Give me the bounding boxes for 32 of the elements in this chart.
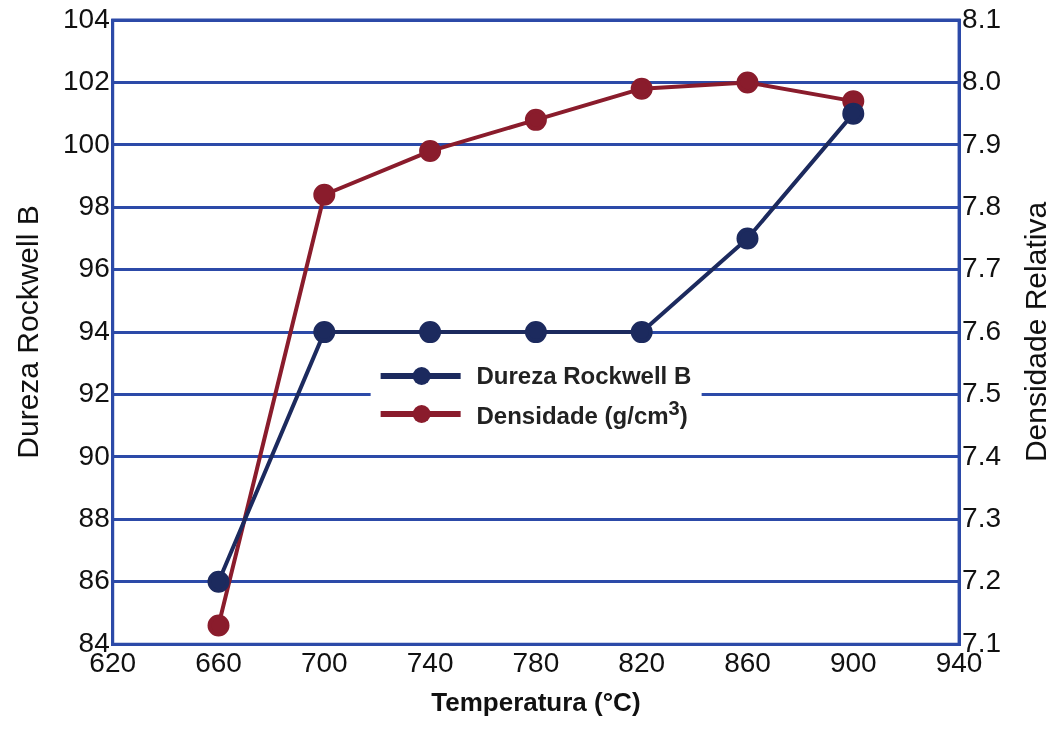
y-tick-label: 96 [78, 252, 110, 284]
y-axis-title: Dureza Rockwell B [11, 205, 45, 459]
y2-tick-label: 7.6 [962, 314, 1002, 346]
y-tick-label: 94 [78, 314, 110, 346]
y2-tick-label: 7.8 [962, 189, 1002, 221]
x-axis-title: Temperatura (°C) [431, 686, 641, 717]
y-tick-label: 98 [78, 189, 110, 221]
x-tick-label: 820 [618, 646, 666, 678]
y-tick-label: 102 [63, 65, 110, 97]
y2-tick-label: 7.7 [962, 252, 1002, 284]
y2-tick-label: 7.4 [962, 439, 1002, 471]
legend-label: Dureza Rockwell B [476, 361, 692, 390]
y2-tick-label: 8.0 [962, 65, 1002, 97]
x-tick-label: 740 [406, 646, 454, 678]
x-tick-label: 700 [300, 646, 348, 678]
y2-tick-label: 7.3 [962, 502, 1002, 534]
y2-tick-label: 7.5 [962, 377, 1002, 409]
legend-label: Densidade (g/cm$^{3}$) [476, 397, 688, 431]
y-tick-label: 104 [63, 2, 110, 34]
y-tick-label: 100 [63, 127, 110, 159]
x-tick-label: 780 [512, 646, 560, 678]
y-tick-label: 86 [78, 564, 110, 596]
x-tick-label: 660 [195, 646, 242, 678]
x-tick-label: 900 [829, 646, 877, 678]
x-tick-label: 860 [724, 646, 771, 678]
y-tick-label: 90 [78, 439, 110, 471]
y2-tick-label: 7.9 [962, 127, 1002, 159]
y-tick-label: 92 [78, 377, 110, 409]
y-tick-label: 88 [78, 502, 110, 534]
y2-axis-title: Densidade Relativa [1019, 202, 1053, 463]
y2-tick-label: 8.1 [962, 2, 1002, 34]
y2-tick-label: 7.2 [962, 564, 1002, 596]
